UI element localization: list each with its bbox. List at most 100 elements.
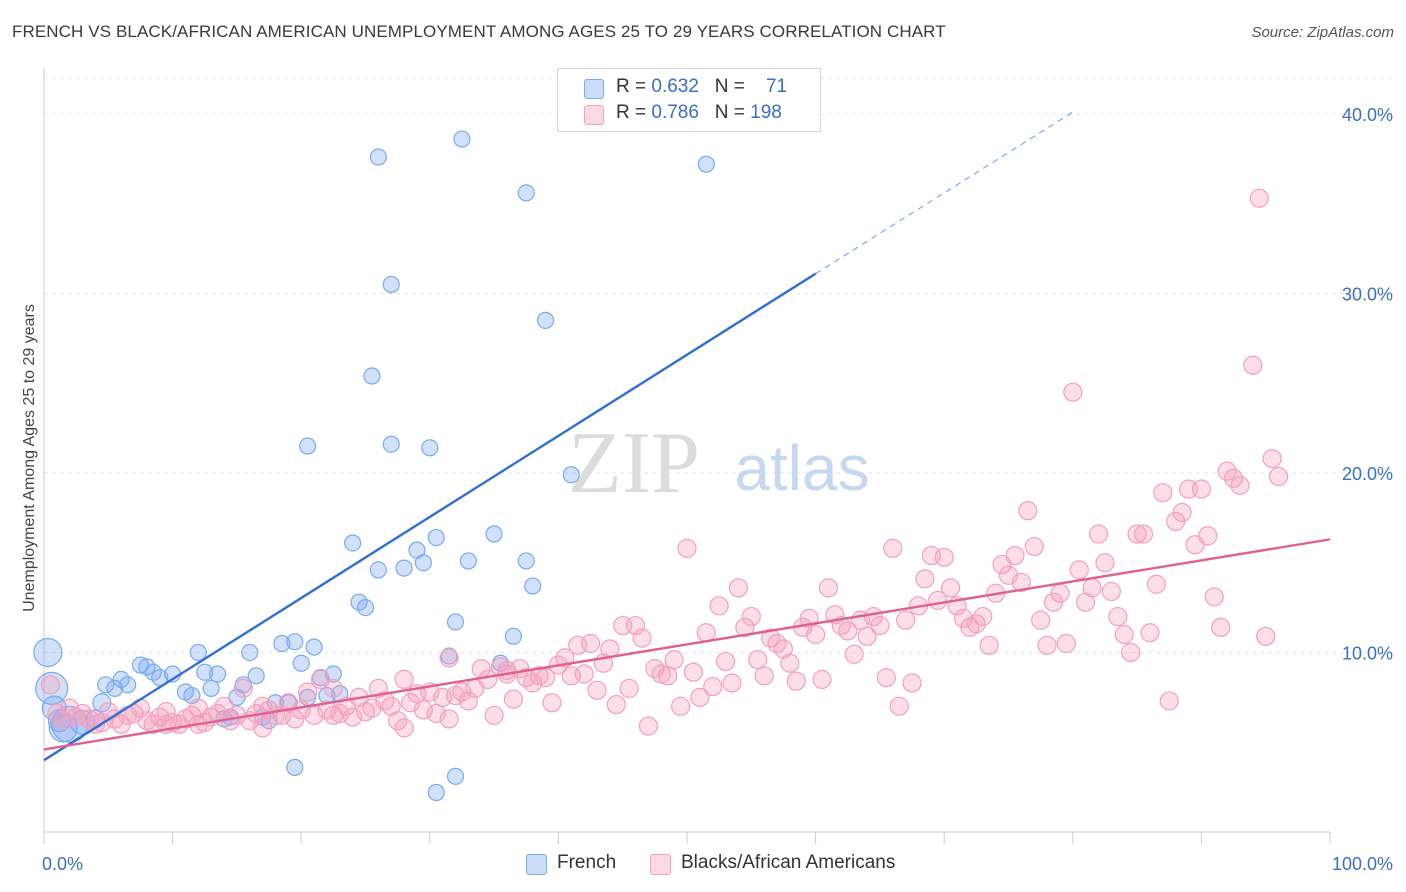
black-point xyxy=(966,614,986,634)
french-point xyxy=(504,627,522,645)
french-point xyxy=(446,767,465,785)
black-point xyxy=(1076,592,1096,612)
french-swatch xyxy=(584,79,604,99)
black-point xyxy=(1217,461,1237,481)
black-point xyxy=(439,648,459,668)
y-tick-label: 10.0% xyxy=(1342,643,1393,663)
black-point xyxy=(709,596,729,616)
black-point xyxy=(780,653,800,673)
french-point xyxy=(427,528,445,547)
french-point xyxy=(292,654,310,672)
french-point xyxy=(189,643,207,662)
black-point xyxy=(677,538,697,558)
french-trend-line xyxy=(43,272,817,762)
black-point xyxy=(574,664,594,684)
french-point xyxy=(369,148,387,166)
french-point xyxy=(459,552,477,570)
black-point xyxy=(439,709,459,729)
black-point xyxy=(934,547,954,567)
n-value-french: 71 xyxy=(765,76,788,97)
black-point xyxy=(670,696,691,716)
black-point xyxy=(375,691,395,711)
black-point xyxy=(941,578,961,598)
french-point xyxy=(202,679,220,697)
n-label: N = xyxy=(714,76,751,97)
x-tick-label-min: 0.0% xyxy=(42,854,83,874)
french-point xyxy=(414,554,432,572)
black-point xyxy=(805,624,826,645)
black-point xyxy=(1204,587,1224,607)
french-point xyxy=(697,155,715,173)
r-label: R = xyxy=(616,76,652,97)
french-point xyxy=(196,663,214,681)
french-point xyxy=(440,647,458,665)
french-point xyxy=(131,656,150,674)
black-point xyxy=(188,698,208,718)
black-point xyxy=(1268,466,1289,487)
black-point xyxy=(876,668,896,688)
french-point xyxy=(382,435,400,453)
black-point xyxy=(1243,355,1263,375)
black-point xyxy=(1249,188,1269,208)
black-point xyxy=(1082,578,1102,598)
french-point xyxy=(517,184,535,202)
french-point xyxy=(421,439,439,457)
black-point xyxy=(1063,382,1083,402)
french-point xyxy=(369,561,387,579)
black-swatch xyxy=(584,105,604,125)
black-point xyxy=(1230,475,1250,496)
legend-swatch-black xyxy=(650,854,671,875)
black-point xyxy=(735,617,755,637)
black-trend-line xyxy=(43,538,1331,751)
black-point xyxy=(638,716,659,736)
black-point xyxy=(394,718,414,738)
black-point xyxy=(381,696,401,716)
black-point xyxy=(715,651,736,672)
french-point xyxy=(453,130,471,148)
black-point xyxy=(542,693,562,713)
black-point xyxy=(1223,468,1244,488)
black-point xyxy=(1050,583,1070,603)
french-point xyxy=(241,643,259,662)
french-point xyxy=(247,667,265,685)
black-point xyxy=(606,694,626,715)
french-point xyxy=(286,758,304,776)
black-point xyxy=(1256,626,1276,646)
legend-label-french: French xyxy=(557,852,617,873)
black-point xyxy=(748,650,768,670)
black-point xyxy=(587,680,607,700)
stats-legend: R = 0.632 N = 71 R = 0.786 N = 198 xyxy=(557,68,821,132)
black-point xyxy=(529,666,549,686)
black-point xyxy=(625,615,646,636)
black-point xyxy=(1088,524,1109,544)
black-point xyxy=(857,626,877,646)
black-point xyxy=(973,606,993,627)
y-tick-label: 30.0% xyxy=(1342,284,1393,304)
black-point xyxy=(580,633,601,654)
black-point xyxy=(728,578,749,598)
black-point xyxy=(960,617,980,637)
black-point xyxy=(1127,524,1147,544)
black-point xyxy=(1211,617,1231,637)
black-point xyxy=(664,650,684,670)
black-point xyxy=(458,691,478,711)
french-point xyxy=(273,634,291,653)
y-tick-label: 20.0% xyxy=(1342,464,1393,484)
axes xyxy=(43,68,1331,844)
french-point xyxy=(286,633,304,651)
black-point xyxy=(1069,560,1089,580)
chart-title: FRENCH VS BLACK/AFRICAN AMERICAN UNEMPLO… xyxy=(12,22,946,41)
french-point xyxy=(97,676,115,694)
black-point xyxy=(72,703,93,724)
legend-label-black: Blacks/African Americans xyxy=(681,852,896,873)
black-point xyxy=(818,578,839,598)
french-point xyxy=(209,665,227,683)
french-point xyxy=(106,679,124,697)
black-point xyxy=(323,678,343,698)
black-point xyxy=(1133,524,1154,544)
black-point xyxy=(1172,502,1192,523)
black-point xyxy=(40,675,61,695)
french-trend-extension xyxy=(815,111,1074,275)
black-point xyxy=(760,628,781,648)
